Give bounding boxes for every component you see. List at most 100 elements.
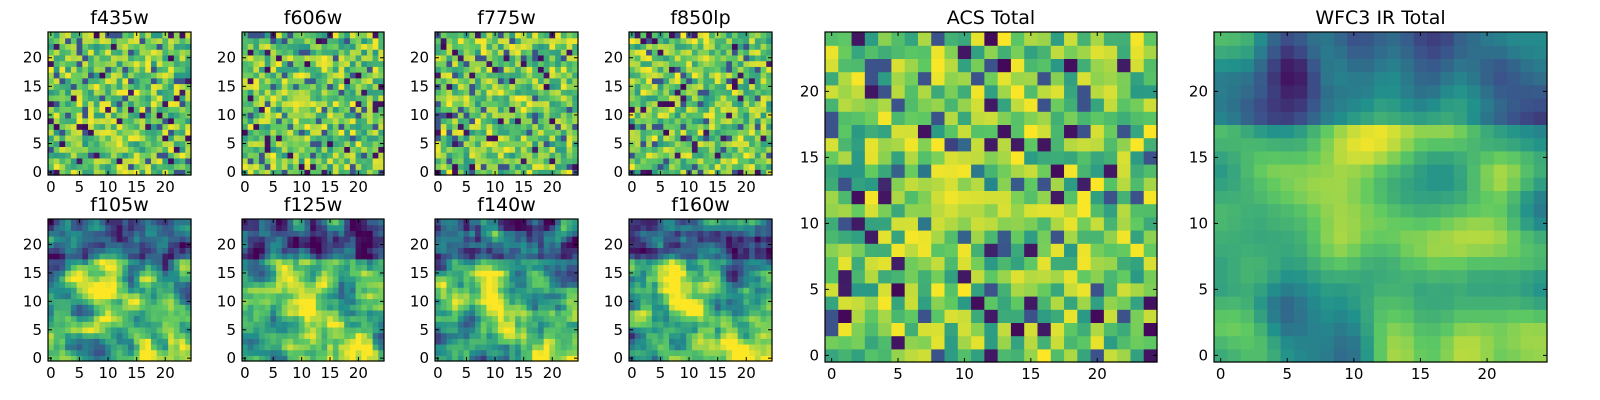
- heatmap-cell: [315, 343, 323, 351]
- heatmap-cell: [663, 37, 670, 45]
- heatmap-cell: [349, 146, 357, 153]
- heatmap-cell: [378, 32, 385, 39]
- heatmap-cell: [646, 332, 653, 339]
- heatmap-cell: [332, 54, 340, 62]
- heatmap-cell: [463, 60, 470, 67]
- heatmap-cell: [259, 332, 266, 339]
- heatmap-cell: [440, 83, 448, 90]
- y-tick-label: 20: [410, 236, 429, 254]
- heatmap-cell: [634, 112, 642, 119]
- heatmap-cell: [293, 117, 300, 125]
- heatmap-cell: [543, 83, 550, 90]
- heatmap-cell: [304, 163, 311, 170]
- heatmap-cell: [749, 304, 756, 311]
- heatmap-cell: [372, 32, 379, 39]
- heatmap-cell: [99, 83, 106, 90]
- heatmap-cell: [440, 129, 448, 136]
- heatmap-cell: [663, 281, 670, 288]
- heatmap-cell: [139, 236, 146, 243]
- heatmap-cell: [497, 292, 505, 300]
- heatmap-cell: [247, 152, 254, 159]
- heatmap-cell: [298, 157, 306, 165]
- heatmap-cell: [247, 338, 254, 345]
- heatmap-cell: [139, 230, 146, 237]
- heatmap-cell: [503, 146, 510, 153]
- heatmap-cell: [731, 60, 739, 67]
- heatmap-cell: [110, 152, 118, 159]
- heatmap-cell: [492, 247, 499, 254]
- heatmap-cell: [122, 264, 129, 271]
- heatmap-cell: [452, 117, 459, 125]
- heatmap-cell: [480, 83, 488, 90]
- heatmap-cell: [691, 355, 699, 362]
- heatmap-cell: [53, 77, 61, 85]
- heatmap-cell: [173, 60, 181, 67]
- heatmap-cell: [281, 49, 289, 56]
- heatmap-cell: [298, 230, 306, 237]
- heatmap-cell: [150, 37, 158, 45]
- heatmap-cell: [537, 140, 545, 147]
- heatmap-cell: [253, 106, 260, 113]
- heatmap-cell: [82, 264, 89, 271]
- heatmap-cell: [657, 129, 664, 136]
- heatmap-cell: [139, 258, 146, 266]
- heatmap-cell: [99, 230, 106, 237]
- heatmap-cell: [566, 157, 573, 165]
- heatmap-cell: [697, 332, 704, 339]
- heatmap-cell: [515, 37, 522, 45]
- heatmap-cell: [726, 304, 733, 311]
- heatmap-cell: [709, 112, 716, 119]
- heatmap-cell: [760, 100, 767, 107]
- heatmap-cell: [310, 89, 317, 96]
- heatmap-cell: [509, 236, 516, 243]
- heatmap-cell: [709, 349, 716, 356]
- heatmap-cell: [549, 230, 556, 237]
- heatmap-cell: [503, 287, 510, 294]
- heatmap-cell: [651, 275, 659, 283]
- heatmap-cell: [760, 134, 767, 142]
- heatmap-cell: [327, 106, 334, 113]
- heatmap-cell: [549, 100, 556, 107]
- heatmap-cell: [497, 146, 505, 153]
- heatmap-cell: [532, 338, 539, 345]
- heatmap-cell: [327, 72, 334, 79]
- heatmap-cell: [691, 37, 699, 45]
- heatmap-cell: [156, 163, 163, 170]
- heatmap-cell: [270, 49, 277, 56]
- x-tick-label: 10: [486, 178, 505, 196]
- heatmap-cell: [446, 287, 453, 294]
- heatmap-cell: [122, 298, 129, 305]
- heatmap-cell: [749, 157, 756, 165]
- heatmap-cell: [344, 157, 351, 165]
- heatmap-cell: [293, 270, 300, 277]
- heatmap-cell: [93, 72, 101, 79]
- heatmap-cell: [344, 230, 351, 237]
- heatmap-cell: [48, 117, 55, 125]
- heatmap-cell: [646, 292, 653, 300]
- heatmap-cell: [646, 309, 653, 317]
- heatmap-cell: [298, 326, 306, 334]
- heatmap-cell: [276, 287, 283, 294]
- heatmap-cell: [99, 275, 106, 283]
- heatmap-cell: [566, 298, 573, 305]
- heatmap-cell: [355, 326, 362, 334]
- heatmap-cell: [629, 49, 636, 56]
- heatmap-cell: [259, 270, 266, 277]
- heatmap-cell: [338, 129, 345, 136]
- heatmap-cell: [532, 83, 539, 90]
- heatmap-cell: [247, 100, 254, 107]
- heatmap-cell: [82, 236, 89, 243]
- heatmap-cell: [59, 37, 66, 45]
- heatmap-cell: [133, 309, 141, 317]
- heatmap-cell: [480, 32, 488, 39]
- heatmap-cell: [270, 292, 277, 300]
- heatmap-cell: [640, 60, 647, 67]
- heatmap-cell: [378, 123, 385, 130]
- heatmap-cell: [378, 343, 385, 351]
- heatmap-cell: [480, 106, 488, 113]
- x-tick-label: 15: [708, 178, 727, 196]
- heatmap-cell: [720, 117, 727, 125]
- heatmap-cell: [264, 134, 271, 142]
- heatmap-cell: [526, 219, 533, 226]
- heatmap-cell: [532, 134, 539, 142]
